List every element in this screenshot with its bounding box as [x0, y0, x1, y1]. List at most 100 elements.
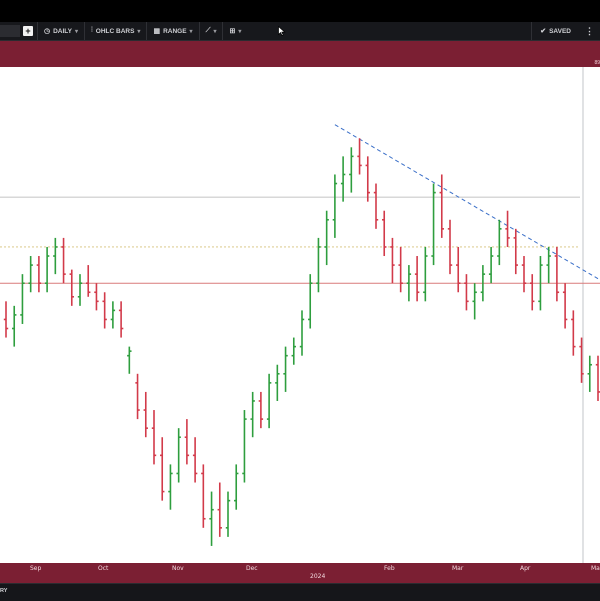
x-tick-label: Ma: [591, 565, 600, 572]
chevron-down-icon: ▾: [189, 28, 193, 35]
ohlc-bar: [110, 301, 116, 329]
ohlc-bar: [266, 373, 272, 429]
ohlc-bar: [102, 292, 107, 329]
ohlc-bar: [118, 301, 124, 338]
ohlc-bars-icon: ⫶: [91, 27, 93, 34]
x-tick-label: Oct: [98, 565, 109, 572]
ohlc-bar: [192, 437, 198, 483]
ohlc-bar: [151, 410, 157, 465]
ohlc-bar: [324, 210, 329, 266]
ohlc-bar: [505, 210, 510, 247]
cloud-check-icon: ✔: [540, 28, 547, 35]
saved-status[interactable]: ✔ SAVED: [531, 22, 579, 40]
ohlc-bar: [201, 464, 206, 528]
ohlc-bar: [316, 237, 321, 293]
ohlc-bar: [283, 346, 288, 392]
ohlc-bar: [225, 491, 231, 537]
ohlc-bar: [472, 283, 477, 320]
plus-icon[interactable]: +: [23, 26, 33, 36]
ohlc-bar: [143, 391, 148, 438]
top-bar: [0, 0, 600, 22]
ohlc-bar: [69, 269, 74, 306]
chevron-down-icon: ▾: [137, 28, 141, 35]
chart-type-label: OHLC BARS: [95, 27, 135, 35]
ohlc-bar: [53, 237, 58, 275]
chevron-down-icon: ▾: [213, 28, 217, 35]
chart-type-dropdown[interactable]: ⫶ OHLC BARS ▾: [84, 22, 146, 40]
x-tick-label: Nov: [172, 565, 184, 572]
ohlc-bar: [571, 310, 576, 356]
ohlc-bar: [299, 310, 305, 356]
chevron-down-icon: ▾: [75, 28, 79, 35]
ohlc-bar: [521, 256, 527, 293]
menu-dots-icon[interactable]: ⋮: [585, 25, 594, 36]
clock-icon: ◷: [44, 28, 51, 35]
ohlc-bar: [480, 265, 486, 302]
grid-layout-icon: ⊞: [229, 28, 236, 35]
ohlc-bar: [365, 156, 370, 202]
range-dropdown[interactable]: ▦ RANGE ▾: [146, 22, 198, 40]
ohlc-bar: [488, 246, 494, 284]
ohlc-bar: [160, 437, 165, 501]
chart-plot-area[interactable]: [0, 67, 600, 563]
ohlc-bar: [464, 274, 469, 311]
saved-label: SAVED: [549, 27, 571, 35]
ohlc-bar: [349, 147, 354, 193]
chart-header-band: [0, 41, 600, 67]
ohlc-bar: [168, 464, 173, 510]
ohlc-bar: [250, 391, 255, 438]
x-tick-label: Dec: [246, 565, 258, 572]
ohlc-bar: [562, 283, 568, 329]
chart-toolbar: + ◷ DAILY ▾ ⫶ OHLC BARS ▾ ▦ RANGE ▾ ⟋ ▾ …: [0, 22, 600, 41]
ohlc-bar: [20, 274, 25, 324]
calendar-icon: ▦: [153, 28, 161, 35]
ohlc-bar: [28, 256, 33, 293]
ohlc-bar: [176, 428, 181, 483]
ohlc-bar: [291, 337, 296, 365]
ohlc-bar: [431, 183, 436, 266]
range-label: RANGE: [163, 27, 187, 35]
layout-dropdown[interactable]: ⊞ ▾: [222, 22, 247, 40]
ohlc-bar: [86, 265, 91, 297]
ohlc-bars-group: [3, 138, 600, 546]
ohlc-bar: [12, 305, 17, 347]
x-tick-label: Sep: [30, 565, 42, 572]
ohlc-bar: [340, 156, 346, 202]
ohlc-bar: [209, 491, 214, 546]
time-axis: Sep Oct Nov Dec 2024 Feb Mar Apr Ma: [0, 563, 600, 583]
x-tick-label: Feb: [384, 565, 395, 572]
ohlc-bar: [595, 355, 600, 401]
ohlc-bar: [587, 355, 592, 392]
ohlc-bar: [497, 219, 502, 266]
ohlc-bar: [456, 246, 461, 293]
drawing-tools-dropdown[interactable]: ⟋ ▾: [198, 22, 223, 40]
ohlc-bar: [447, 219, 453, 275]
interval-dropdown[interactable]: ◷ DAILY ▾: [37, 22, 84, 40]
symbol-input[interactable]: [0, 25, 20, 37]
ohlc-bar: [308, 274, 313, 329]
ohlc-bar: [135, 373, 140, 420]
ohlc-bar: [217, 482, 222, 537]
ohlc-bar: [44, 246, 50, 293]
ohlc-bar: [546, 246, 551, 284]
ohlc-bar: [234, 464, 239, 510]
ohlc-bar: [406, 265, 412, 302]
ohlc-bar: [258, 391, 264, 429]
x-tick-label: Apr: [520, 565, 531, 572]
mouse-cursor-icon: [278, 26, 286, 36]
ohlc-bar: [382, 210, 387, 257]
interval-label: DAILY: [53, 27, 73, 35]
ohlc-chart[interactable]: [0, 67, 600, 563]
ohlc-bar: [530, 274, 535, 311]
ohlc-bar: [513, 228, 518, 275]
ohlc-bar: [398, 246, 403, 293]
ohlc-bar: [94, 283, 99, 311]
ohlc-bar: [242, 410, 247, 483]
downtrend-line[interactable]: [334, 124, 599, 280]
ohlc-bar: [414, 256, 420, 302]
ohlc-bar: [390, 237, 395, 284]
x-tick-label: 2024: [310, 573, 326, 580]
ohlc-bar: [77, 274, 83, 306]
footer-bar: RY: [0, 583, 600, 601]
ohlc-bar: [127, 346, 132, 374]
